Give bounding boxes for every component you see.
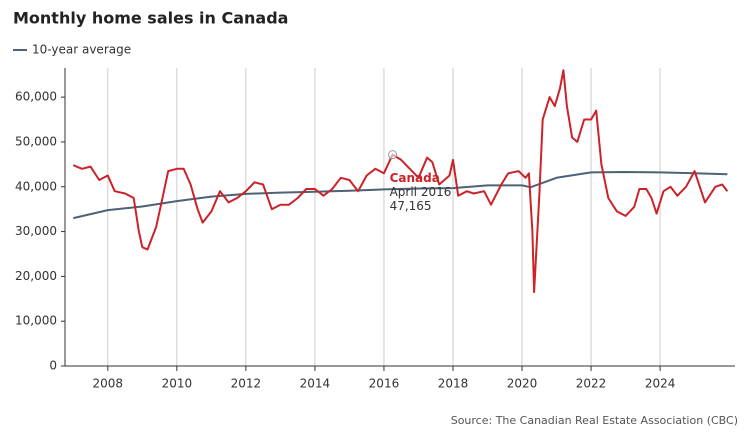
x-tick-label: 2014 xyxy=(300,377,331,391)
y-tick-label: 30,000 xyxy=(15,224,57,238)
series-line xyxy=(72,69,729,294)
y-tick-label: 60,000 xyxy=(15,90,57,104)
y-tick-label: 20,000 xyxy=(15,269,57,283)
annotation-title: Canada xyxy=(390,171,440,185)
annotation-date: April 2016 xyxy=(390,185,452,199)
chart-title: Monthly home sales in Canada xyxy=(13,9,288,28)
y-tick-label: 0 xyxy=(49,359,57,373)
y-tick-label: 10,000 xyxy=(15,314,57,328)
x-tick-label: 2008 xyxy=(93,377,124,391)
x-tick-label: 2024 xyxy=(645,377,676,391)
y-tick-label: 50,000 xyxy=(15,134,57,148)
x-tick-label: 2022 xyxy=(576,377,607,391)
source: Source: The Canadian Real Estate Associa… xyxy=(451,414,738,427)
annotation-marker xyxy=(388,150,398,160)
x-tick-label: 2018 xyxy=(438,377,469,391)
legend-label: 10-year average xyxy=(32,43,131,57)
x-tick-label: 2020 xyxy=(507,377,538,391)
annotation-value: 47,165 xyxy=(390,199,432,213)
x-tick-label: 2010 xyxy=(162,377,193,391)
series-line xyxy=(73,171,728,220)
y-tick-label: 40,000 xyxy=(15,179,57,193)
x-tick-label: 2016 xyxy=(369,377,400,391)
x-tick-label: 2012 xyxy=(231,377,262,391)
